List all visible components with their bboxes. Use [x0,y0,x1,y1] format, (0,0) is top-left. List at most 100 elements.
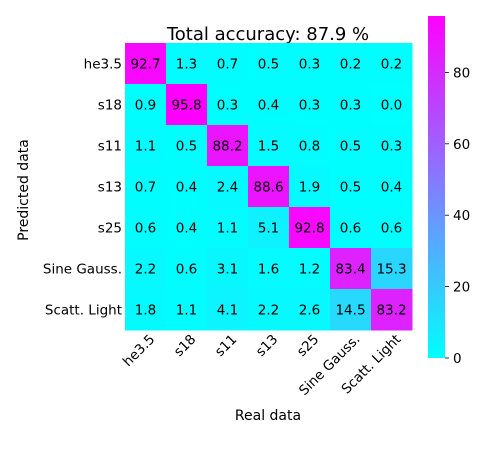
heatmap-cell [125,84,167,126]
heatmap-cell [166,43,208,85]
heatmap-cell [207,248,249,290]
heatmap-cell [166,289,208,331]
cell-value-label: 0.6 [340,221,361,237]
heatmap-cell [371,166,413,208]
cell-value-label: 83.4 [335,262,365,278]
y-tick-label: Scatt. Light [45,303,122,319]
cell-value-label: 0.4 [381,180,402,196]
cell-value-label: 0.3 [299,98,320,114]
heatmap-cells [125,43,413,331]
cell-value-label: 14.5 [335,303,365,319]
cell-value-label: 88.6 [253,180,283,196]
heatmap-cell [166,166,208,208]
cell-value-label: 5.1 [258,221,279,237]
heatmap-cell [125,125,167,167]
heatmap-cell [371,207,413,249]
heatmap-cell [371,248,413,290]
cell-value-label: 0.2 [340,57,361,73]
heatmap-cell [330,289,372,331]
heatmap-cell [125,43,167,85]
cell-value-label: 0.3 [299,57,320,73]
y-tick-label: s18 [98,98,122,114]
heatmap-cell [248,125,290,167]
cell-value-label: 0.5 [176,139,197,155]
y-tick-label: he3.5 [84,57,122,73]
cell-value-label: 88.2 [212,139,242,155]
cell-value-label: 0.0 [381,98,402,114]
heatmap-cell [289,166,331,208]
cell-value-label: 0.5 [258,57,279,73]
cell-value-label: 0.4 [176,221,197,237]
cell-value-label: 1.1 [217,221,238,237]
cell-value-label: 0.3 [381,139,402,155]
y-tick-labels: he3.5 s18 s11 s13 s25 Sine Gauss. Scatt. Light [43,57,122,319]
heatmap-cell [248,207,290,249]
cell-value-label: 0.7 [217,57,238,73]
heatmap-cell [125,248,167,290]
cell-value-label: 0.4 [176,180,197,196]
heatmap-cell [330,84,372,126]
cell-value-label: 1.8 [135,303,156,319]
heatmap-cell [166,125,208,167]
heatmap-cell [330,166,372,208]
heatmap-cell [125,289,167,331]
heatmap-cell-labels: 92.7 1.3 0.7 0.5 0.3 0.2 0.2 0.9 95.8 0.3 0.4 0.3 0.… [130,57,406,319]
chart-title: Total accuracy: 87.9 % [166,24,369,45]
cell-value-label: 3.1 [217,262,238,278]
heatmap-cell [207,125,249,167]
cell-value-label: 2.4 [217,180,238,196]
y-tick-label: s11 [98,139,122,155]
colorbar-tick-label: 80 [453,65,470,81]
heatmap-cell [289,125,331,167]
cell-value-label: 0.2 [381,57,402,73]
cell-value-label: 0.6 [381,221,402,237]
cell-value-label: 0.3 [340,98,361,114]
heatmap-cell [289,248,331,290]
heatmap-cell [125,207,167,249]
heatmap-cell [330,125,372,167]
y-tick-label: s25 [98,221,122,237]
heatmap-cell [248,84,290,126]
heatmap-cell [371,289,413,331]
heatmap-cell [125,166,167,208]
cell-value-label: 0.5 [340,139,361,155]
heatmap-cell [330,248,372,290]
heatmap-cell [289,43,331,85]
heatmap-cell [289,289,331,331]
cell-value-label: 0.3 [217,98,238,114]
y-axis-label: Predicted data [16,139,32,241]
cell-value-label: 0.8 [299,139,320,155]
heatmap-cell [330,43,372,85]
heatmap-cell [207,289,249,331]
cell-value-label: 1.3 [176,57,197,73]
cell-value-label: 1.1 [176,303,197,319]
heatmap-cell [248,43,290,85]
heatmap-cell [289,84,331,126]
colorbar-tick-label: 20 [453,280,470,296]
cell-value-label: 2.2 [258,303,279,319]
cell-value-label: 1.6 [258,262,279,278]
cell-value-label: 95.8 [171,98,201,114]
cell-value-label: 2.2 [135,262,156,278]
cell-value-label: 83.2 [376,303,406,319]
x-tick-label: s11 [212,332,240,360]
colorbar-tick-label: 60 [453,137,470,153]
x-tick-label: s25 [294,332,322,360]
heatmap-cell [371,125,413,167]
heatmap-cell [371,43,413,85]
heatmap-cell [248,289,290,331]
cell-value-label: 1.2 [299,262,320,278]
colorbar-tick-label: 40 [453,208,470,224]
x-axis-label: Real data [235,408,301,424]
heatmap-cell [207,84,249,126]
heatmap-cell [207,43,249,85]
y-tick-label: s13 [98,180,122,196]
heatmap-cell [371,84,413,126]
cell-value-label: 0.6 [176,262,197,278]
cell-value-label: 1.9 [299,180,320,196]
heatmap-cell [207,207,249,249]
colorbar-tick-label: 0 [453,351,462,367]
colorbar [428,16,445,358]
